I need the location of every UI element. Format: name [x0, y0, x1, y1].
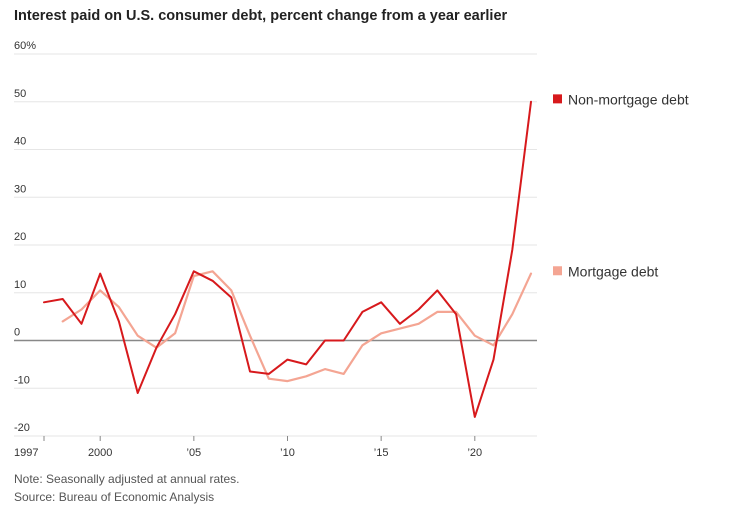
y-tick-label: 10 [14, 279, 26, 291]
x-tick-label: 2000 [88, 447, 112, 459]
series-line-mortgage [61, 270, 533, 383]
legend-label-non-mortgage: Non-mortgage debt [568, 91, 689, 107]
y-tick-label: -20 [14, 422, 30, 434]
y-tick-label: 60% [14, 40, 36, 52]
y-tick-label: 40 [14, 136, 26, 148]
series-lines [43, 100, 533, 418]
gridlines [14, 53, 537, 437]
chart-note: Note: Seasonally adjusted at annual rate… [14, 472, 239, 486]
chart-title: Interest paid on U.S. consumer debt, per… [14, 8, 508, 24]
y-tick-label: -10 [14, 374, 30, 386]
legend-swatch-non-mortgage [553, 94, 562, 104]
legend-swatch-mortgage [553, 266, 562, 276]
x-tick-label: ’05 [187, 447, 202, 459]
y-tick-label: 20 [14, 231, 26, 243]
legend: Non-mortgage debt Mortgage debt [553, 91, 689, 279]
x-tick-label: ’15 [374, 447, 389, 459]
x-tick-label: ’10 [280, 447, 295, 459]
x-axis-tick-labels: 1997 2000 ’05 ’10 ’15 ’20 [14, 436, 482, 459]
y-axis-tick-labels: 60% 50 40 30 20 10 0 -10 -20 [14, 40, 36, 434]
series-line-non-mortgage [43, 100, 532, 418]
y-tick-label: 50 [14, 88, 26, 100]
y-tick-label: 0 [14, 327, 20, 339]
chart-source: Source: Bureau of Economic Analysis [14, 490, 214, 504]
x-tick-label: ’20 [467, 447, 482, 459]
y-tick-label: 30 [14, 183, 26, 195]
x-tick-label: 1997 [14, 447, 38, 459]
legend-label-mortgage: Mortgage debt [568, 263, 658, 279]
